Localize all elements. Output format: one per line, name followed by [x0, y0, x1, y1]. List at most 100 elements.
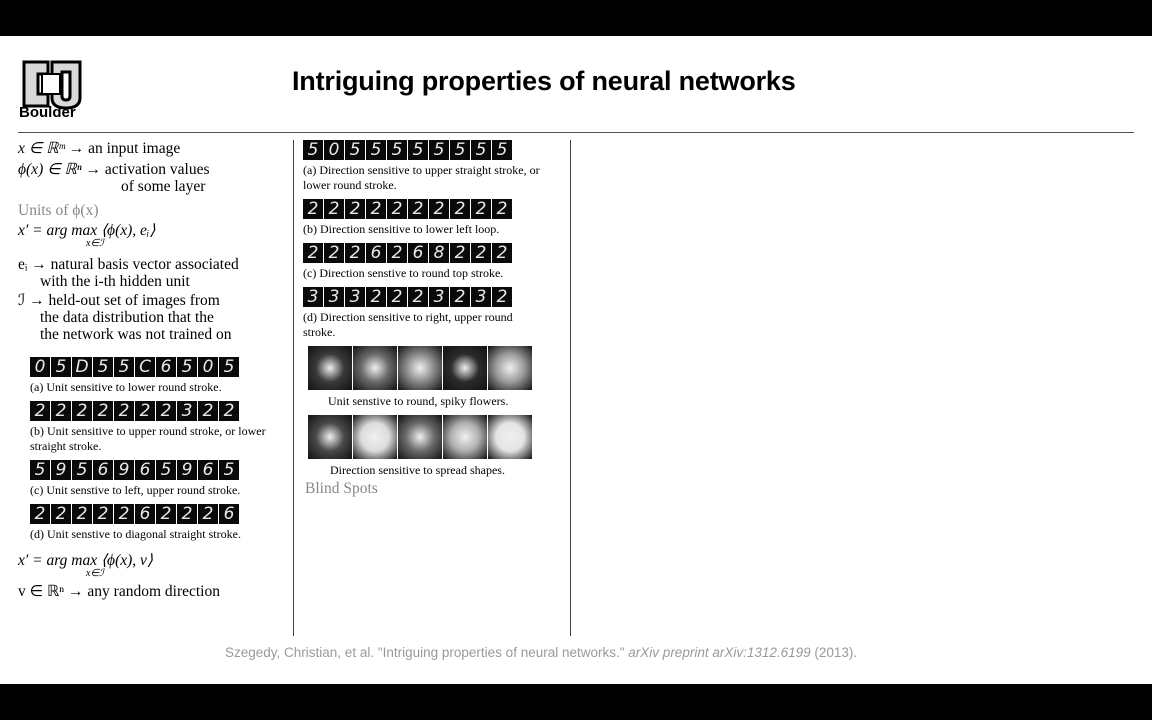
digit-image: 9: [51, 460, 71, 480]
digit-image: 2: [450, 287, 470, 307]
digit-image: 2: [471, 199, 491, 219]
slide: Boulder Intriguing properties of neural …: [0, 36, 1152, 684]
left-column: x ∈ ℝᵐ → an input image ϕ(x) ∈ ℝⁿ → acti…: [18, 140, 290, 600]
digit-image: 2: [156, 401, 176, 421]
eq-activation-cont: of some layer: [121, 178, 206, 195]
eq-argmax-direction: x′ = arg max ⟨ϕ(x), v⟩: [18, 552, 153, 569]
digit-image: 2: [72, 504, 92, 524]
digit-image: 2: [492, 243, 512, 263]
left-figures: 0 5 D 5 5 C 6 5 0 5 (a) Unit sensitive to lower ro…: [18, 357, 290, 542]
digit-image: 0: [198, 357, 218, 377]
digit-image: 2: [93, 504, 113, 524]
digit-image: 6: [408, 243, 428, 263]
I-definition: ℐ → held-out set of images from: [18, 292, 220, 309]
digit-image: 0: [324, 140, 344, 160]
digit-image: 5: [51, 357, 71, 377]
digit-image: 2: [492, 199, 512, 219]
digit-image: 5: [114, 357, 134, 377]
cu-logo-icon: [22, 60, 82, 110]
digit-image: 2: [51, 504, 71, 524]
logo-text: Boulder: [19, 104, 76, 121]
eq-input: x ∈ ℝᵐ → an input image: [18, 140, 181, 157]
digit-image: 3: [324, 287, 344, 307]
digit-image: 2: [30, 401, 50, 421]
flower-photo-strip: [303, 346, 543, 390]
flower-photo: [398, 346, 442, 390]
flower-photo: [488, 415, 532, 459]
right_figures-caption: (a) Direction sensitive to upper straigh…: [303, 163, 540, 192]
digit-image: 3: [177, 401, 197, 421]
digit-image: 2: [93, 401, 113, 421]
digit-image: 6: [198, 460, 218, 480]
digit-image: 2: [72, 401, 92, 421]
digit-image: 2: [408, 199, 428, 219]
column-divider-2: [570, 140, 571, 636]
digit-image: 2: [450, 199, 470, 219]
digit-image: 6: [156, 357, 176, 377]
digit-image: 2: [156, 504, 176, 524]
reference-citation: Szegedy, Christian, et al. "Intriguing p…: [225, 645, 858, 660]
digit-image: 5: [72, 460, 92, 480]
digit-image: 0: [30, 357, 50, 377]
digit-image: 5: [156, 460, 176, 480]
digit-image: 2: [408, 287, 428, 307]
digit-image: 8: [429, 243, 449, 263]
digit-image: 5: [219, 460, 239, 480]
digit-image: 2: [303, 199, 323, 219]
digit-image: 2: [366, 287, 386, 307]
digit-image: 5: [387, 140, 407, 160]
flower-photo: [443, 415, 487, 459]
digit-image: 9: [177, 460, 197, 480]
digit-image: 5: [303, 140, 323, 160]
units-heading: Units of ϕ(x): [18, 202, 99, 219]
ei-definition: eᵢ → natural basis vector associated: [18, 256, 239, 273]
digit-image: 5: [93, 357, 113, 377]
digit-image: 5: [492, 140, 512, 160]
digit-image: 3: [303, 287, 323, 307]
digit-image: 5: [450, 140, 470, 160]
blind-spots-heading: Blind Spots: [305, 480, 378, 497]
digit-image: 2: [219, 401, 239, 421]
digit-image: 3: [429, 287, 449, 307]
left_figures-caption: (b) Unit sensitive to upper round stroke…: [30, 424, 266, 453]
right_figures-caption: (d) Direction sensitive to right, upper …: [303, 310, 513, 339]
right_figures-caption: (b) Direction sensitive to lower left lo…: [303, 222, 500, 236]
right-figures: 5 0 5 5 5 5 5 5 5 5 (a) Direction sensitive to upp…: [303, 140, 543, 340]
digit-image: 6: [93, 460, 113, 480]
left_figures-caption: (c) Unit senstive to left, upper round s…: [30, 483, 241, 497]
digit-image: 2: [387, 287, 407, 307]
digit-image: 6: [135, 504, 155, 524]
column-divider-1: [293, 140, 294, 636]
flower-photo: [488, 346, 532, 390]
eq-argmax-unit: x′ = arg max ⟨ϕ(x), eᵢ⟩: [18, 222, 156, 239]
digit-image: 2: [450, 243, 470, 263]
digit-image: 2: [30, 504, 50, 524]
digit-image: 5: [471, 140, 491, 160]
flower-photo: [353, 346, 397, 390]
flower-photo: [443, 346, 487, 390]
digit-image: 5: [408, 140, 428, 160]
photo-caption: Direction sensitive to spread shapes.: [330, 463, 505, 477]
digit-image: 2: [387, 199, 407, 219]
eq-random-direction: v ∈ ℝⁿ → any random direction: [18, 583, 220, 600]
right-column: 5 0 5 5 5 5 5 5 5 5 (a) Direction sensitive to upp…: [303, 140, 543, 497]
digit-image: 6: [219, 504, 239, 524]
digit-image: 2: [387, 243, 407, 263]
left_figures-caption: (d) Unit senstive to diagonal straight s…: [30, 527, 241, 541]
slide-title: Intriguing properties of neural networks: [292, 66, 796, 96]
flower-photo: [308, 346, 352, 390]
digit-image: 6: [135, 460, 155, 480]
digit-image: 3: [471, 287, 491, 307]
digit-image: 2: [429, 199, 449, 219]
digit-image: C: [135, 357, 155, 377]
flower-photo: [353, 415, 397, 459]
digit-image: 5: [429, 140, 449, 160]
digit-image: 5: [177, 357, 197, 377]
digit-image: 5: [30, 460, 50, 480]
digit-image: 6: [366, 243, 386, 263]
